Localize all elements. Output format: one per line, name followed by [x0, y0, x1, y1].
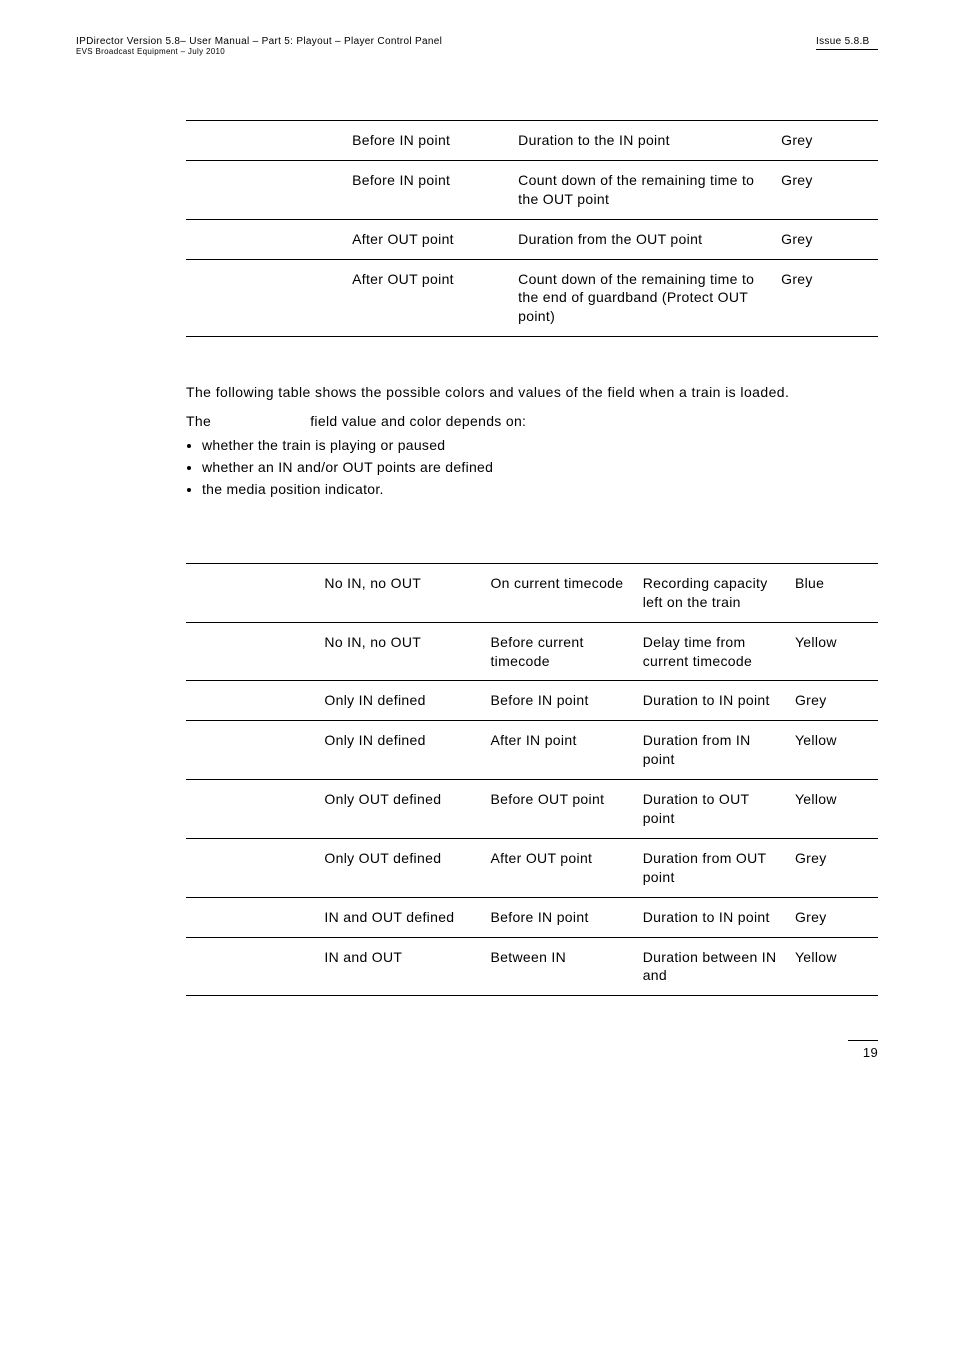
cell-position: Before IN point [490, 681, 642, 721]
cell-color: Blue [795, 563, 878, 622]
cell-description: Duration to OUT point [643, 780, 795, 839]
cell-condition: Only IN defined [324, 721, 490, 780]
cell-color: Yellow [795, 780, 878, 839]
table-row: After OUT point Duration from the OUT po… [186, 219, 878, 259]
cell-color: Grey [781, 259, 878, 337]
table-row: Only OUT defined After OUT point Duratio… [186, 838, 878, 897]
issue-label: Issue 5.8.B [816, 36, 870, 47]
cell-condition: IN and OUT defined [324, 897, 490, 937]
list-item: the media position indicator. [202, 481, 878, 497]
cell-position: Before IN point [352, 160, 518, 219]
table-clip-states: Before IN point Duration to the IN point… [186, 120, 878, 337]
cell-description: Duration between IN and [643, 937, 795, 996]
table-row: Only OUT defined Before OUT point Durati… [186, 780, 878, 839]
table-train-states: No IN, no OUT On current timecode Record… [186, 563, 878, 996]
header-left: IPDirector Version 5.8– User Manual – Pa… [76, 36, 442, 56]
cell-description: Duration from OUT point [643, 838, 795, 897]
table-row: Only IN defined After IN point Duration … [186, 721, 878, 780]
page-footer: 19 [0, 1026, 954, 1060]
cell-description: Delay time from current timecode [643, 622, 795, 681]
table-row: Before IN point Count down of the remain… [186, 160, 878, 219]
table-row: No IN, no OUT On current timecode Record… [186, 563, 878, 622]
cell-color: Grey [795, 681, 878, 721]
table-row: No IN, no OUT Before current timecode De… [186, 622, 878, 681]
paragraph-text: The following table shows the possible c… [186, 384, 789, 400]
table-row: After OUT point Count down of the remain… [186, 259, 878, 337]
cell-condition: Only OUT defined [324, 838, 490, 897]
cell-description: Count down of the remaining time to the … [518, 160, 781, 219]
table-row: Only IN defined Before IN point Duration… [186, 681, 878, 721]
cell-position: Before OUT point [490, 780, 642, 839]
cell-condition: Only OUT defined [324, 780, 490, 839]
list-item: whether the train is playing or paused [202, 437, 878, 453]
header-right: Issue 5.8.B [816, 36, 878, 50]
footer-rule [848, 1040, 878, 1041]
cell-color: Grey [795, 838, 878, 897]
page-number: 19 [863, 1045, 878, 1060]
paragraph-depends: The field value and color depends on: [186, 413, 878, 429]
cell-position: Before current timecode [490, 622, 642, 681]
cell-color: Grey [781, 219, 878, 259]
cell-description: Duration to IN point [643, 681, 795, 721]
cell-position: Between IN [490, 937, 642, 996]
cell-color: Yellow [795, 721, 878, 780]
page-header: IPDirector Version 5.8– User Manual – Pa… [76, 36, 878, 56]
cell-color: Grey [781, 121, 878, 161]
cell-description: Duration to the IN point [518, 121, 781, 161]
paragraph-intro: The following table shows the possible c… [186, 383, 878, 403]
cell-description: Duration from IN point [643, 721, 795, 780]
cell-position: After OUT point [352, 219, 518, 259]
table-row: IN and OUT defined Before IN point Durat… [186, 897, 878, 937]
cell-position: After IN point [490, 721, 642, 780]
cell-color: Yellow [795, 937, 878, 996]
cell-condition: IN and OUT [324, 937, 490, 996]
cell-position: Before IN point [490, 897, 642, 937]
cell-color: Grey [781, 160, 878, 219]
cell-position: After OUT point [352, 259, 518, 337]
table-row: IN and OUT Between IN Duration between I… [186, 937, 878, 996]
cell-position: Before IN point [352, 121, 518, 161]
header-rule [816, 49, 878, 50]
cell-description: Recording capacity left on the train [643, 563, 795, 622]
paragraph-depends-text: field value and color depends on: [310, 413, 526, 429]
paragraph-the: The [186, 413, 306, 429]
header-subtitle: EVS Broadcast Equipment – July 2010 [76, 47, 442, 56]
cell-description: Duration to IN point [643, 897, 795, 937]
cell-description: Count down of the remaining time to the … [518, 259, 781, 337]
cell-color: Grey [795, 897, 878, 937]
cell-color: Yellow [795, 622, 878, 681]
cell-condition: No IN, no OUT [324, 622, 490, 681]
table-row: Before IN point Duration to the IN point… [186, 121, 878, 161]
cell-condition: No IN, no OUT [324, 563, 490, 622]
bullet-list: whether the train is playing or paused w… [186, 437, 878, 497]
list-item: whether an IN and/or OUT points are defi… [202, 459, 878, 475]
cell-position: After OUT point [490, 838, 642, 897]
cell-position: On current timecode [490, 563, 642, 622]
cell-condition: Only IN defined [324, 681, 490, 721]
cell-description: Duration from the OUT point [518, 219, 781, 259]
header-title: IPDirector Version 5.8– User Manual – Pa… [76, 36, 442, 47]
